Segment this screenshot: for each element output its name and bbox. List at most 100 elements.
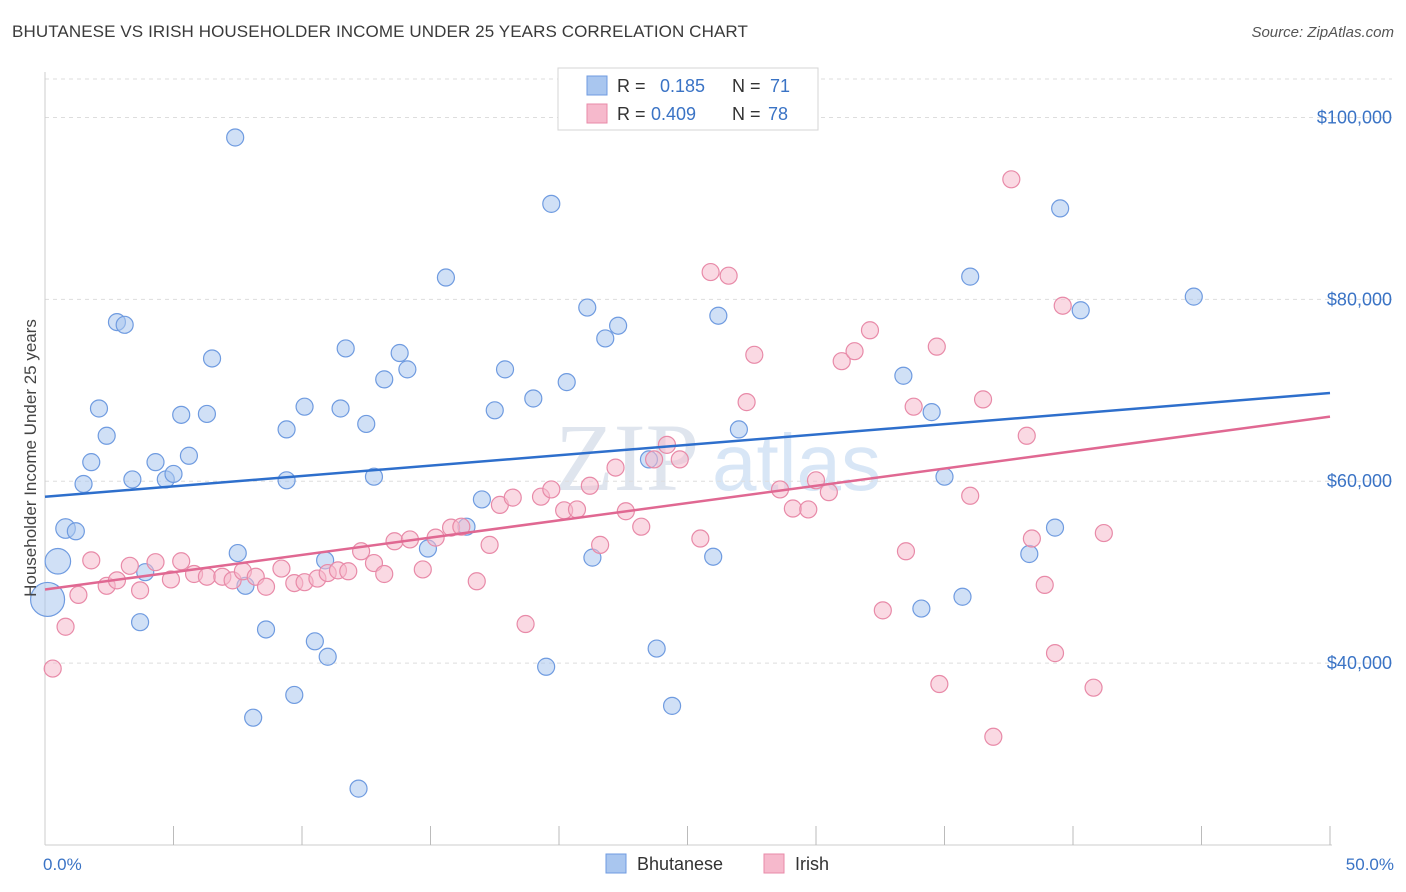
bottom-legend-label-bhutanese: Bhutanese — [637, 854, 723, 874]
irish-point — [783, 499, 802, 518]
irish-point — [961, 486, 980, 505]
irish-point — [120, 556, 139, 575]
bhutanese-point — [537, 657, 556, 676]
legend-r-label-1: R = — [617, 76, 646, 96]
bhutanese-point — [894, 366, 913, 385]
bhutanese-point — [123, 470, 142, 489]
chart-source: Source: ZipAtlas.com — [1251, 24, 1394, 41]
bhutanese-point — [709, 306, 728, 325]
legend-r-label-2: R = — [617, 104, 646, 124]
irish-point — [130, 581, 150, 600]
irish-point — [973, 390, 993, 409]
bhutanese-point — [115, 315, 134, 334]
irish-point — [896, 542, 916, 561]
irish-point — [146, 553, 165, 572]
bhutanese-point — [472, 490, 491, 509]
irish-point — [873, 601, 892, 620]
x-ticks — [173, 826, 1331, 845]
bhutanese-point — [524, 389, 543, 408]
irish-point — [606, 458, 625, 477]
bhutanese-point — [228, 543, 247, 563]
bhutanese-point — [349, 779, 368, 798]
bhutanese-point — [436, 268, 456, 287]
irish-point — [452, 517, 471, 536]
bhutanese-point — [130, 613, 150, 632]
irish-point — [480, 535, 499, 554]
legend-r-value-irish: 0.409 — [651, 104, 696, 124]
legend-r-value-bhutanese: 0.185 — [660, 76, 705, 96]
legend-n-value-bhutanese: 71 — [770, 76, 790, 96]
irish-point — [799, 500, 818, 519]
bhutanese-point — [557, 373, 576, 392]
bhutanese-point — [485, 401, 504, 420]
bottom-legend-swatch-bhutanese — [605, 853, 627, 874]
bhutanese-point — [375, 370, 394, 389]
irish-point — [1094, 523, 1113, 543]
chart-title: BHUTANESE VS IRISH HOUSEHOLDER INCOME UN… — [12, 22, 748, 41]
irish-point — [272, 559, 291, 578]
bhutanese-point — [305, 632, 324, 651]
legend-n-label-2: N = — [732, 104, 761, 124]
series-irish — [43, 170, 1113, 746]
bhutanese-point — [172, 405, 191, 424]
bhutanese-point — [97, 426, 116, 445]
irish-point — [580, 476, 599, 495]
irish-point — [256, 577, 276, 596]
trend-lines — [44, 391, 1331, 591]
bhutanese-point — [390, 343, 409, 363]
bhutanese-point — [146, 453, 165, 472]
bhutanese-point — [647, 639, 666, 658]
irish-point — [43, 659, 62, 678]
bhutanese-point — [953, 587, 972, 606]
irish-point — [819, 483, 838, 502]
y-tick-label: $40,000 — [1327, 653, 1392, 673]
y-tick-labels: $40,000 $60,000 $80,000 $100,000 — [1317, 107, 1392, 673]
irish-point — [860, 321, 880, 340]
bhutanese-point — [295, 397, 314, 416]
bhutanese-point — [729, 420, 749, 439]
bhutanese-point — [29, 581, 66, 618]
bhutanese-point — [331, 399, 350, 418]
irish-point — [701, 262, 720, 282]
irish-point — [467, 572, 486, 591]
bhutanese-point — [1071, 301, 1090, 320]
y-tick-label: $80,000 — [1327, 289, 1392, 309]
irish-point — [984, 727, 1003, 746]
bhutanese-point — [336, 339, 355, 358]
bhutanese-point — [82, 453, 101, 472]
bhutanese-point — [66, 522, 85, 541]
bhutanese-point — [179, 446, 199, 465]
bhutanese-point — [357, 414, 376, 434]
irish-point — [172, 552, 191, 571]
bhutanese-point — [44, 547, 72, 575]
bhutanese-point — [1045, 518, 1065, 537]
bhutanese-point — [609, 316, 628, 335]
irish-point — [161, 570, 181, 589]
legend-swatch-bhutanese — [586, 75, 608, 96]
irish-point — [339, 562, 358, 581]
bhutanese-point — [89, 399, 109, 418]
irish-point — [670, 450, 689, 469]
bottom-legend-label-irish: Irish — [795, 854, 829, 874]
irish-point — [1022, 529, 1041, 548]
irish-point — [845, 342, 864, 361]
bhutanese-point — [542, 194, 561, 213]
legend: R = 0.185 N = 71 R = 0.409 N = 78 — [557, 67, 819, 131]
bhutanese-point — [164, 464, 183, 484]
y-axis-label: Householder Income Under 25 years — [21, 319, 40, 597]
bhutanese-point — [398, 360, 417, 379]
irish-point — [503, 488, 522, 507]
axes — [44, 72, 1332, 846]
trend-line-irish — [44, 415, 1331, 591]
bhutanese-point — [202, 349, 222, 368]
irish-point — [1053, 296, 1072, 315]
series-bhutanese — [29, 128, 1203, 798]
irish-point — [632, 517, 651, 536]
irish-point — [745, 345, 764, 364]
bhutanese-point — [912, 599, 931, 618]
irish-point — [197, 567, 217, 586]
trend-line-bhutanese — [44, 391, 1331, 498]
irish-point — [82, 551, 101, 570]
irish-point — [591, 535, 610, 554]
